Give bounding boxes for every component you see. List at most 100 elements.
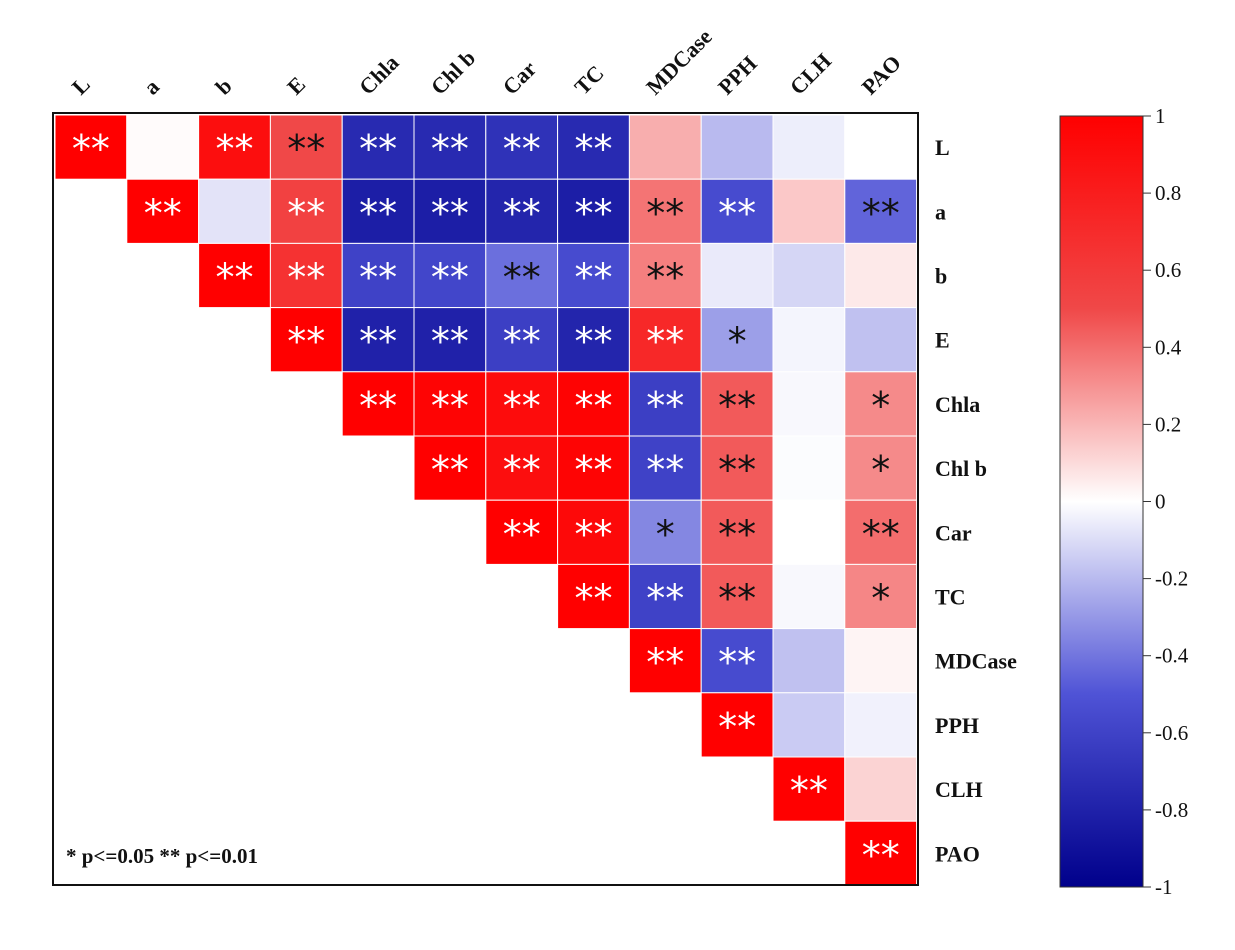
heatmap-cell [269,114,343,180]
heatmap-cell [700,435,774,501]
column-label: L [67,71,95,99]
heatmap-cell [844,499,918,565]
row-label: Car [935,520,972,545]
heatmap-cell [844,692,918,758]
heatmap-cell [628,628,702,694]
heatmap-cell [126,178,200,244]
heatmap-cell [700,371,774,437]
significance-marker: ** [431,256,469,300]
row-label: MDCase [935,649,1017,674]
heatmap-cell [700,242,774,309]
heatmap-cell [413,435,487,501]
colorbar-tick-label: -0.8 [1155,798,1188,822]
row-label: TC [935,585,966,610]
row-label: L [935,135,950,160]
column-label: a [139,74,164,99]
row-label: CLH [935,777,983,802]
heatmap-cell [485,114,559,180]
significance-marker: ** [431,448,469,492]
colorbar-tick-label: 0 [1155,490,1166,514]
colorbar-tick-label: -0.4 [1155,644,1189,668]
significance-marker: * [656,512,675,556]
heatmap-cell [772,692,846,758]
heatmap-cell [772,178,846,244]
significance-marker: ** [503,320,541,364]
significance-marker: ** [503,191,541,235]
significance-marker: ** [718,191,756,235]
significance-marker: ** [718,384,756,428]
significance-marker: ** [359,127,397,171]
heatmap-cell [628,242,702,309]
row-label: Chla [935,392,980,417]
significance-marker: ** [575,256,613,300]
significance-marker: * [871,448,890,492]
heatmap-cell [341,307,415,373]
heatmap-cell [844,114,918,180]
significance-marker: ** [575,320,613,364]
significance-marker: ** [575,191,613,235]
column-label: PAO [857,50,906,99]
significance-marker: ** [359,256,397,300]
significance-marker: ** [718,512,756,556]
heatmap-cell [844,435,918,501]
heatmap-cell [772,756,846,822]
row-label: PAO [935,841,980,866]
heatmap-cell [198,242,271,309]
significance-marker: ** [503,127,541,171]
significance-marker: ** [503,384,541,428]
heatmap-cell [341,178,415,244]
heatmap-cell [54,114,128,180]
significance-marker: ** [790,769,828,813]
heatmap-cell [844,371,918,437]
column-label: E [282,71,310,99]
column-label: Chl b [426,45,480,99]
heatmap-cell [557,435,630,501]
significance-marker: ** [646,320,684,364]
significance-marker: ** [862,191,900,235]
significance-marker: ** [216,256,254,300]
heatmap-cell [844,756,918,822]
significance-marker: ** [646,448,684,492]
heatmap-cell [772,563,846,630]
row-label: b [935,264,947,289]
significance-marker: ** [646,191,684,235]
heatmap-cell [341,371,415,437]
significance-marker: ** [359,191,397,235]
heatmap-cell [772,307,846,373]
heatmap-cell [772,628,846,694]
significance-marker: ** [359,320,397,364]
heatmap-cell [844,242,918,309]
heatmap-cell [628,178,702,244]
heatmap-cell [700,628,774,694]
significance-marker: ** [575,384,613,428]
colorbar-ticks: 1 0.8 0.6 0.4 0.2 0 -0.2 -0.4 -0.6 -0.8 -1 [1143,104,1189,899]
colorbar-tick-label: 0.2 [1155,412,1181,436]
significance-marker: ** [287,256,325,300]
significance-marker: ** [144,191,182,235]
colorbar-tick-label: -1 [1155,875,1173,899]
heatmap-cell [198,178,271,244]
heatmap-cell [341,114,415,180]
colorbar-tick-label: -0.6 [1155,721,1188,745]
row-label: PPH [935,713,979,738]
significance-marker: ** [431,191,469,235]
column-label: MDCase [641,24,717,100]
row-label: a [935,199,946,224]
significance-marker: ** [287,191,325,235]
column-label: b [210,73,236,99]
colorbar-tick-label: 1 [1155,104,1166,128]
significance-marker: ** [575,577,613,621]
heatmap-cell [772,435,846,501]
significance-marker: ** [72,127,110,171]
heatmap-cell [772,499,846,565]
colorbar-tick-label: 0.4 [1155,335,1182,359]
heatmap-cell [485,178,559,244]
significance-marker: ** [575,512,613,556]
heatmap-cell [557,563,630,630]
row-labels: La b E Chla Chl b Car TC MDCase PPH CLH PAO [935,135,1017,866]
heatmap-cell [700,563,774,630]
heatmap-cell [628,114,702,180]
significance-marker: ** [646,577,684,621]
significance-marker: ** [718,448,756,492]
